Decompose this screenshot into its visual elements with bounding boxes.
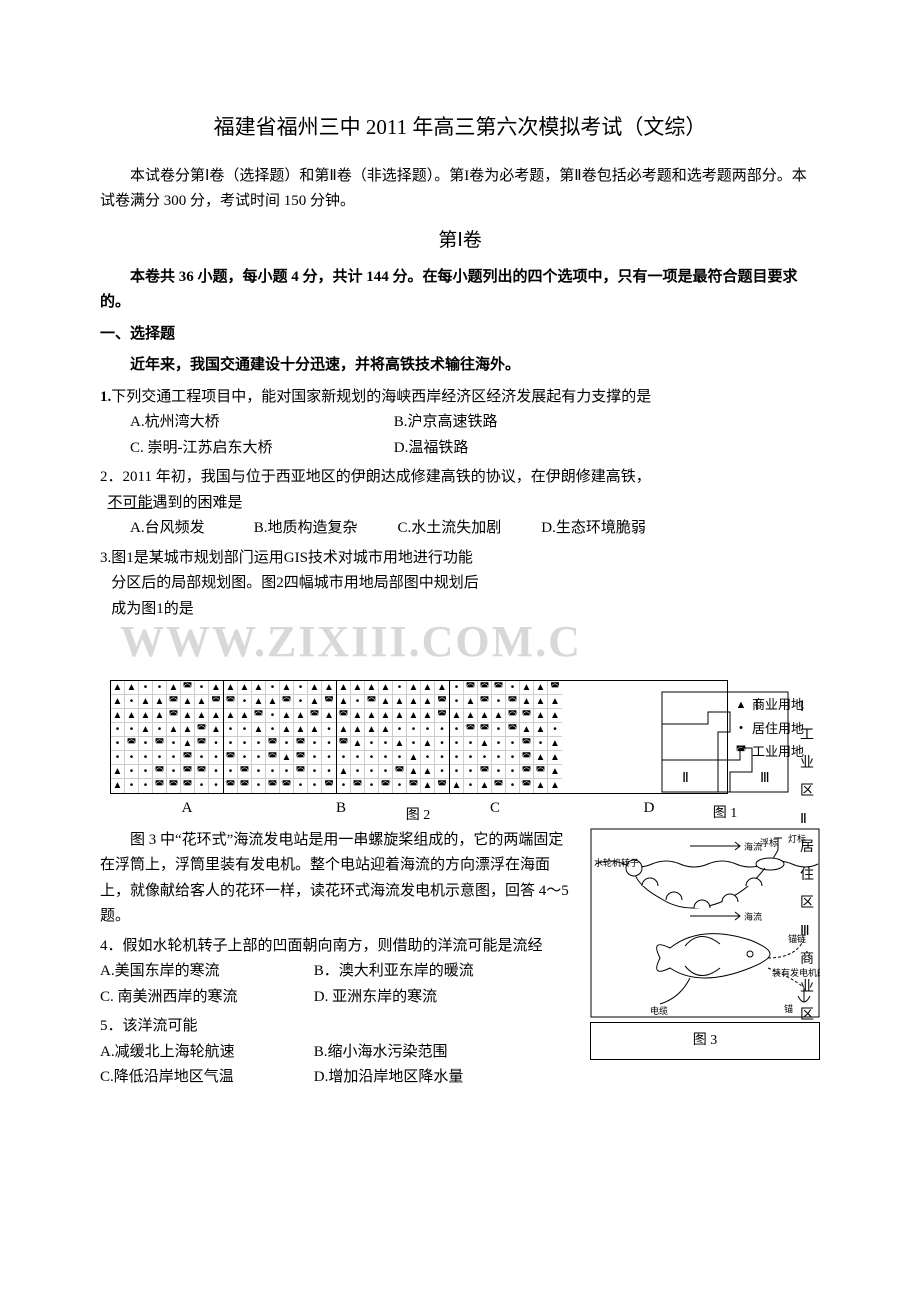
- question-3: 3.图1是某城市规划部门运用GIS技术对城市用地进行功能 分区后的局部规划图。图…: [100, 546, 570, 623]
- q1-num: 1.: [100, 389, 111, 405]
- section-1-header: 第Ⅰ卷: [100, 225, 820, 257]
- context-1: 近年来，我国交通建设十分迅速，并将高铁技术输往海外。: [100, 353, 820, 379]
- legend-commercial: 商业用地: [752, 694, 804, 716]
- question-1: 1.下列交通工程项目中，能对国家新规划的海峡西岸经济区经济发展起有力支撑的是 A…: [100, 385, 820, 462]
- legend-industrial: 工业用地: [752, 741, 804, 763]
- panel-label-d: D: [572, 796, 726, 822]
- q1-opt-a: A.杭州湾大桥: [130, 410, 390, 436]
- q1-opt-b: B.沪京高速铁路: [394, 410, 498, 436]
- q1-stem: 下列交通工程项目中，能对国家新规划的海峡西岸经济区经济发展起有力支撑的是: [111, 389, 651, 405]
- q2-opt-d: D.生态环境脆弱: [541, 516, 646, 542]
- q3-l3: 成为图1的是: [111, 601, 194, 617]
- q5-opt-c: C.降低沿岸地区气温: [100, 1065, 310, 1091]
- legend-sym-industrial: ◚: [732, 745, 750, 759]
- panel-label-c: C: [418, 796, 572, 822]
- q5-opt-d: D.增加沿岸地区降水量: [314, 1065, 464, 1091]
- q5-opt-b: B.缩小海水污染范围: [314, 1040, 448, 1066]
- figure-3: 浮标 灯标 海流 海流: [590, 828, 820, 1060]
- q5-opt-a: A.减缓北上海轮航速: [100, 1040, 310, 1066]
- grid-panel: ▲▲▲▲•▲▲▲▲•◚▲▲▲▲◚◚▲▲▲▲▲▲◚▲▲▲▲••••◚▲••▲•▲•…: [337, 681, 450, 793]
- doc-title: 福建省福州三中 2011 年高三第六次模拟考试（文综）: [100, 110, 820, 146]
- fig3-label-turbine: 水轮机转子: [594, 857, 639, 868]
- fig3-label-anchor: 锚: [784, 1003, 793, 1014]
- q3-l2: 分区后的局部规划图。图2四幅城市用地局部图中规划后: [111, 575, 479, 591]
- figure-3-caption: 图 3: [590, 1022, 820, 1060]
- q4-opt-b: B．澳大利亚东岸的暖流: [314, 959, 474, 985]
- q2-opt-b: B.地质构造复杂: [254, 516, 394, 542]
- fig3-label-current1: 海流: [744, 841, 762, 852]
- legend-residential: 居住用地: [752, 718, 804, 740]
- panel-label-a: A: [110, 796, 264, 822]
- grid-panel: ▲▲••▲◚•▲▲•▲▲◚▲▲◚▲▲▲▲◚▲▲▲••▲•▲▲◚▲•◚•◚•▲◚•…: [111, 681, 224, 793]
- q4-stem: 4．假如水轮机转子上部的凹面朝向南方，则借助的洋流可能是流经: [100, 938, 543, 954]
- section-1-note: 本卷共 36 小题，每小题 4 分，共计 144 分。在每小题列出的四个选项中，…: [100, 265, 820, 316]
- q2-stem-b: 不可能: [108, 495, 153, 511]
- q1-opt-c: C. 崇明-江苏启东大桥: [130, 436, 390, 462]
- figure-3-svg: 浮标 灯标 海流 海流: [590, 828, 820, 1018]
- q2-stem-a: 2．2011 年初，我国与位于西亚地区的伊朗达成修建高铁的协议，在伊朗修建高铁，: [100, 469, 651, 485]
- figure-2-legend: ▲商业用地 •居住用地 ◚工业用地: [732, 694, 804, 763]
- mcq-heading: 一、选择题: [100, 322, 820, 348]
- grid-panel: •◚◚◚•▲▲◚•▲◚•◚▲▲▲▲▲▲▲◚◚▲▲•◚◚•◚▲▲•••▲••◚•▲…: [450, 681, 562, 793]
- grid-panel: ▲▲▲•▲•▲▲◚•▲▲◚•▲◚▲▲◚•▲▲◚▲••▲•▲▲▲••••◚•◚••…: [224, 681, 337, 793]
- fig3-label-current2: 海流: [744, 911, 762, 922]
- q2-opt-a: A.台风频发: [130, 516, 250, 542]
- fig3-label-float: 浮标: [760, 837, 778, 848]
- question-2: 2．2011 年初，我国与位于西亚地区的伊朗达成修建高铁的协议，在伊朗修建高铁，…: [100, 465, 820, 542]
- q5-stem: 5．该洋流可能: [100, 1018, 198, 1034]
- q4-opt-d: D. 亚洲东岸的寒流: [314, 985, 437, 1011]
- legend-sym-commercial: ▲: [732, 699, 750, 713]
- q4-opt-a: A.美国东岸的寒流: [100, 959, 310, 985]
- q1-opt-d: D.温福铁路: [394, 436, 469, 462]
- figure-2-grid: ▲▲••▲◚•▲▲•▲▲◚▲▲◚▲▲▲▲◚▲▲▲••▲•▲▲◚▲•◚•◚•▲◚•…: [110, 680, 728, 794]
- fig1-legend-III: Ⅲ 商业区: [800, 918, 814, 1030]
- figure-2: ▲▲••▲◚•▲▲•▲▲◚▲▲◚▲▲▲▲◚▲▲▲••▲•▲▲◚▲•◚•◚•▲◚•…: [110, 680, 820, 827]
- intro-text: 本试卷分第Ⅰ卷（选择题）和第Ⅱ卷（非选择题）。第I卷为必考题，第Ⅱ卷包括必考题和…: [100, 164, 820, 215]
- legend-sym-residential: •: [732, 722, 750, 736]
- q4-opt-c: C. 南美洲西岸的寒流: [100, 985, 310, 1011]
- block-q4-q5: 浮标 灯标 海流 海流: [100, 828, 820, 1091]
- fig3-label-cable: 电缆: [650, 1005, 668, 1016]
- q2-opt-c: C.水土流失加剧: [398, 516, 538, 542]
- panel-label-b: B: [264, 796, 418, 822]
- q2-stem-c: 遇到的困难是: [153, 495, 243, 511]
- q3-l1: 3.图1是某城市规划部门运用GIS技术对城市用地进行功能: [100, 550, 473, 566]
